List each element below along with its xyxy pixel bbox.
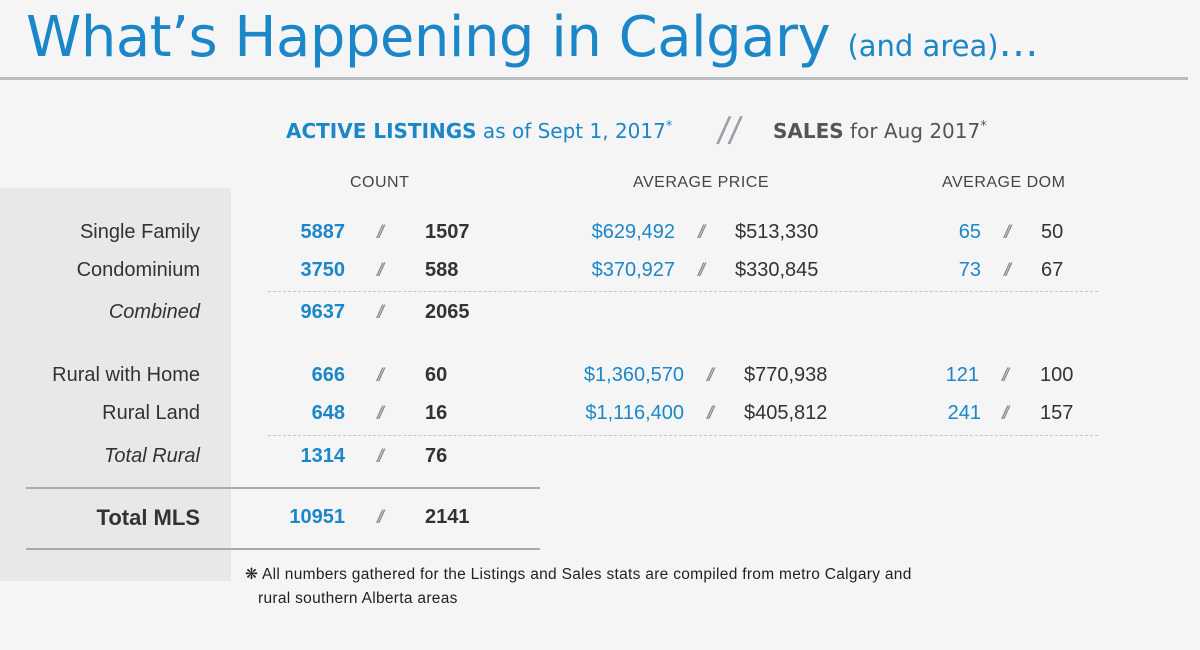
dom-active-rural-with-home: 121	[945, 364, 979, 386]
price-sales-condominium: $330,845	[735, 259, 819, 281]
dashed-divider	[268, 291, 1098, 292]
row-label-rural-land: Rural Land	[102, 402, 200, 424]
active-listings-heading: ACTIVE LISTINGS as of Sept 1, 2017*	[286, 119, 672, 143]
dom-sales-condominium: 67	[1041, 259, 1064, 281]
row-label-total-mls: Total MLS	[96, 505, 200, 530]
count-sales-rural-with-home: 60	[425, 364, 448, 386]
count-sales-condominium: 588	[425, 259, 459, 281]
count-slash: //	[377, 365, 384, 385]
subheading: ACTIVE LISTINGS as of Sept 1, 2017* // S…	[0, 110, 1200, 153]
price-slash: //	[698, 222, 705, 242]
price-active-rural-with-home: $1,360,570	[583, 364, 684, 386]
dom-slash: //	[1004, 222, 1011, 242]
row-label-condominium: Condominium	[76, 259, 200, 281]
active-listings-label: ACTIVE LISTINGS	[286, 119, 477, 143]
row-label-single-family: Single Family	[79, 221, 200, 243]
count-active-combined: 9637	[300, 301, 346, 323]
active-listings-date: as of Sept 1, 2017	[476, 119, 666, 143]
sales-date: for Aug 2017	[843, 119, 981, 143]
dom-slash: //	[1002, 403, 1009, 423]
count-slash: //	[377, 507, 384, 527]
column-header-average-dom: AVERAGE DOM	[942, 174, 1066, 191]
row-label-rural-with-home: Rural with Home	[52, 364, 200, 386]
row-label-combined: Combined	[108, 301, 200, 323]
count-active-rural-with-home: 666	[311, 364, 345, 386]
count-sales-total-mls: 2141	[425, 506, 470, 528]
sales-label: SALES	[773, 119, 844, 143]
price-active-condominium: $370,927	[591, 259, 675, 281]
title-ellipsis: …	[998, 20, 1039, 66]
count-active-rural-land: 648	[311, 402, 345, 424]
heading-separator: //	[715, 110, 744, 150]
page-title: What’s Happening in Calgary (and area)…	[26, 2, 1039, 82]
price-active-rural-land: $1,116,400	[585, 402, 684, 424]
count-slash: //	[377, 260, 384, 280]
dom-sales-rural-with-home: 100	[1040, 364, 1074, 386]
price-slash: //	[707, 365, 714, 385]
dom-active-rural-land: 241	[947, 402, 981, 424]
footnote: ❋ All numbers gathered for the Listings …	[245, 563, 1085, 611]
count-active-total-mls: 10951	[289, 506, 345, 528]
count-active-single-family: 5887	[300, 221, 346, 243]
count-sales-rural-land: 16	[425, 402, 448, 424]
total-divider-bottom	[26, 548, 540, 550]
footnote-line-2: rural southern Alberta areas	[258, 590, 458, 607]
dom-sales-rural-land: 157	[1040, 402, 1074, 424]
title-divider	[0, 77, 1188, 80]
sales-star: *	[980, 119, 987, 134]
dashed-divider	[268, 435, 1098, 436]
title-main: What’s Happening in Calgary	[26, 5, 831, 70]
count-slash: //	[377, 446, 384, 466]
row-label-total-rural: Total Rural	[104, 445, 200, 467]
dom-sales-single-family: 50	[1041, 221, 1064, 243]
price-slash: //	[707, 403, 714, 423]
dom-active-single-family: 65	[958, 221, 981, 243]
price-sales-rural-with-home: $770,938	[744, 364, 828, 386]
price-slash: //	[698, 260, 705, 280]
dom-slash: //	[1002, 365, 1009, 385]
count-slash: //	[377, 302, 384, 322]
row-label-panel	[0, 188, 231, 581]
count-slash: //	[377, 222, 384, 242]
price-sales-single-family: $513,330	[735, 221, 819, 243]
title-sub: (and area)	[847, 29, 999, 63]
count-sales-single-family: 1507	[425, 221, 470, 243]
count-sales-combined: 2065	[425, 301, 470, 323]
price-sales-rural-land: $405,812	[744, 402, 828, 424]
active-listings-star: *	[665, 119, 673, 134]
column-header-average-price: AVERAGE PRICE	[633, 174, 770, 191]
sales-heading: SALES for Aug 2017*	[773, 119, 987, 143]
footnote-star: ❋	[245, 566, 259, 583]
count-sales-total-rural: 76	[425, 445, 448, 467]
count-active-total-rural: 1314	[300, 445, 346, 467]
dom-slash: //	[1004, 260, 1011, 280]
dom-active-condominium: 73	[958, 259, 981, 281]
column-header-count: COUNT	[350, 174, 410, 191]
count-slash: //	[377, 403, 384, 423]
total-divider-top	[26, 487, 540, 489]
price-active-single-family: $629,492	[591, 221, 675, 243]
footnote-line-1: All numbers gathered for the Listings an…	[258, 566, 912, 583]
count-active-condominium: 3750	[300, 259, 346, 281]
